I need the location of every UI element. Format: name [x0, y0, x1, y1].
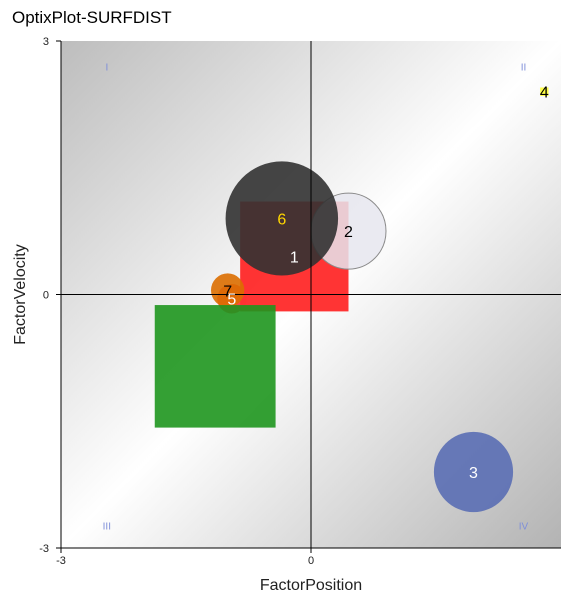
point-unlabeled-7 — [154, 305, 276, 428]
quadrant-label-IV: IV — [519, 521, 529, 532]
y-axis-title: FactorVelocity — [12, 244, 29, 344]
point-label-3: 3 — [469, 465, 478, 482]
quadrant-label-II: II — [521, 63, 527, 74]
point-label-6: 6 — [277, 211, 286, 228]
chart-title: OptixPlot-SURFDIST — [12, 8, 172, 27]
y-tick-label: -3 — [39, 543, 49, 555]
quadrant-label-III: III — [103, 521, 111, 532]
x-tick-label: -3 — [56, 555, 66, 567]
point-label-5: 5 — [227, 292, 236, 309]
x-axis-title: FactorPosition — [260, 577, 362, 594]
point-7 — [211, 273, 245, 308]
point-label-2: 2 — [344, 224, 353, 241]
axes-layer: 3 0 -3 -3 0 FactorPosition FactorVelocity — [12, 36, 561, 594]
point-6 — [225, 161, 339, 276]
quadrant-label-I: I — [105, 63, 108, 74]
point-label-1: 1 — [290, 249, 299, 266]
y-tick-label: 3 — [43, 36, 49, 48]
x-tick-label: 0 — [308, 555, 314, 567]
y-tick-label: 0 — [43, 290, 49, 302]
point-3 — [433, 431, 514, 513]
point-4 — [540, 87, 549, 96]
point-label-4: 4 — [540, 85, 549, 102]
marks-layer — [154, 87, 549, 513]
point-label-7: 7 — [223, 283, 232, 300]
